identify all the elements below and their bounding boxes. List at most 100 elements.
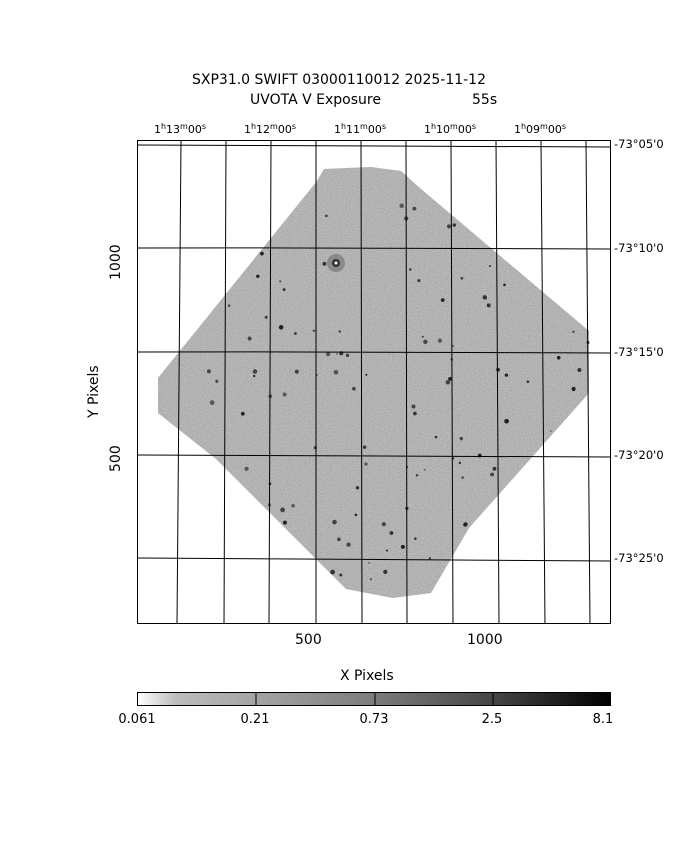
colorbar-gradient	[138, 693, 610, 705]
plot-title-exposure: 55s	[472, 92, 498, 108]
dec-grid-line	[138, 454, 610, 458]
ra-tick-label: 1h09m00s	[513, 122, 567, 136]
star-source	[253, 374, 256, 378]
ra-tick-label: 1h10m00s	[423, 122, 477, 136]
dec-tick-label: -73°20'0	[614, 448, 664, 462]
star-source	[461, 476, 464, 479]
star-source	[414, 537, 417, 540]
dec-grid-line	[138, 247, 610, 250]
colorbar-tick-2: 0.73	[359, 712, 389, 727]
star-source	[352, 386, 356, 391]
ra-tick-label: 1h11m00s	[333, 122, 387, 136]
star-source	[355, 486, 360, 490]
y-tick-500: 500	[108, 445, 124, 472]
star-source	[209, 400, 215, 405]
star-source	[383, 569, 388, 574]
star-source	[452, 345, 454, 347]
colorbar-tick-3: 2.5	[481, 712, 503, 727]
star-source	[294, 369, 299, 374]
star-source	[365, 373, 368, 376]
colorbar-tick-0: 0.061	[118, 712, 156, 727]
dec-grid-line	[138, 144, 610, 148]
star-source	[385, 549, 389, 552]
colorbar-tick-4: 8.1	[592, 712, 614, 727]
dec-grid-line	[138, 351, 610, 354]
star-source	[409, 268, 412, 271]
ra-tick-label: 1h13m00s	[153, 122, 207, 136]
star-source	[526, 380, 530, 384]
colorbar	[137, 692, 611, 706]
dec-tick-label: -73°05'0	[614, 137, 664, 151]
star-source	[278, 325, 284, 330]
star-source	[260, 251, 264, 256]
star-source	[227, 304, 231, 308]
x-tick-1000: 1000	[467, 632, 503, 648]
star-source	[244, 466, 249, 471]
star-source	[325, 214, 328, 218]
ra-grid-line	[540, 141, 546, 623]
star-source	[423, 339, 428, 345]
star-source	[206, 369, 211, 374]
dec-grid-line	[138, 557, 610, 562]
star-source	[440, 298, 445, 302]
ra-grid-line	[360, 141, 363, 623]
star-source	[291, 504, 295, 508]
star-source	[346, 542, 351, 547]
star-source	[389, 531, 394, 535]
star-source	[330, 569, 335, 575]
star-source	[412, 206, 417, 211]
coordinate-grid	[138, 141, 610, 623]
sky-image-frame[interactable]	[137, 140, 611, 624]
star-source	[282, 520, 287, 525]
ra-grid-line	[223, 141, 227, 623]
star-source	[463, 522, 468, 527]
star-source	[549, 430, 552, 432]
star-source	[417, 279, 421, 283]
star-source	[332, 519, 337, 525]
star-source	[437, 338, 443, 343]
x-axis-label: X Pixels	[340, 668, 394, 684]
star-source	[571, 386, 576, 392]
star-source	[556, 355, 561, 360]
star-source	[448, 377, 452, 381]
star-source	[488, 264, 492, 268]
dec-tick-label: -73°15'0	[614, 345, 664, 359]
star-source	[282, 288, 286, 292]
star-source	[423, 468, 426, 471]
ra-grid-line	[405, 141, 408, 623]
star-source	[490, 472, 495, 477]
star-source	[338, 330, 341, 333]
field-noise-texture	[158, 167, 589, 598]
star-source	[362, 445, 367, 449]
ra-grid-line	[495, 141, 500, 623]
colorbar-tick-1: 0.21	[240, 712, 270, 727]
ra-grid-line	[450, 141, 454, 623]
star-source	[415, 474, 419, 477]
star-source	[460, 276, 464, 280]
ra-grid-line	[176, 141, 182, 623]
star-source	[452, 223, 457, 227]
star-source	[282, 392, 287, 397]
dec-tick-label: -73°10'0	[614, 241, 664, 255]
star-source	[504, 418, 509, 424]
star-source	[503, 283, 506, 287]
star-source	[446, 224, 452, 229]
star-source	[428, 557, 431, 560]
star-source	[577, 367, 582, 373]
dec-tick-label: -73°25'0	[614, 551, 664, 565]
star-source	[496, 367, 500, 372]
star-source	[312, 329, 316, 332]
star-source	[337, 537, 341, 542]
ra-grid-line	[585, 141, 591, 623]
star-source	[399, 203, 404, 209]
star-source	[333, 369, 339, 375]
star-source	[459, 436, 464, 441]
star-source	[293, 332, 297, 335]
star-source	[381, 522, 386, 527]
star-source	[504, 373, 509, 377]
star-source	[400, 544, 405, 549]
star-source	[339, 573, 343, 577]
plot-title-line1: SXP31.0 SWIFT 03000110012 2025-11-12	[192, 72, 486, 88]
star-source	[368, 562, 370, 564]
star-source	[413, 411, 417, 416]
